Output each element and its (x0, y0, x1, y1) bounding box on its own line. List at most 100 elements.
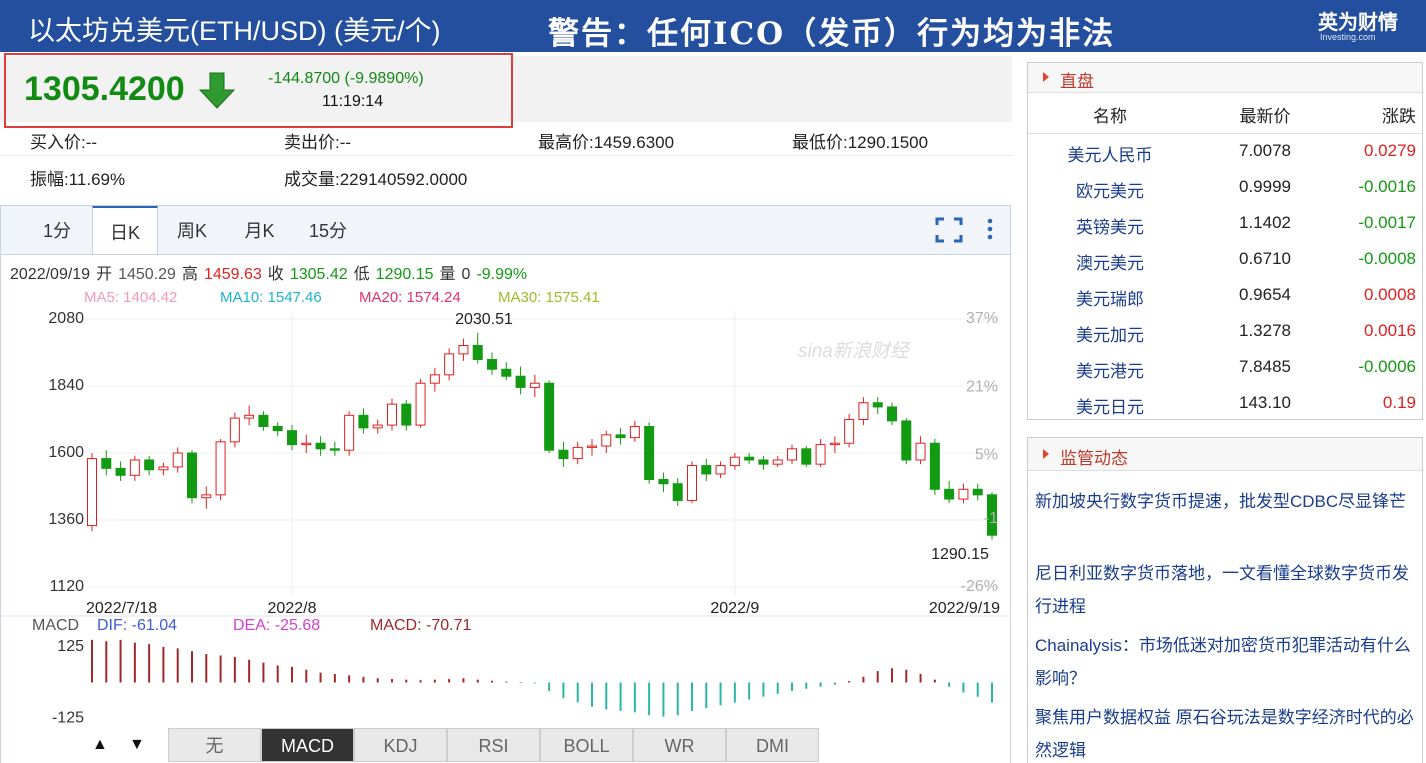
macd-bar (519, 682, 522, 683)
candle-body (372, 424, 383, 429)
tab[interactable]: 1分 (42, 221, 71, 241)
tool-icons[interactable] (934, 216, 1004, 246)
indicator-button[interactable]: BOLL (540, 728, 633, 762)
logo-sub: Investing.com (1320, 32, 1376, 42)
y2-tick-label: 37% (966, 310, 998, 327)
quote-change: -0.0008 (1358, 249, 1416, 268)
candle-body (515, 375, 526, 388)
macd-bar (719, 682, 722, 706)
news-link[interactable]: 新加坡央行数字货币提速，批发型CDBC尽显锋芒 (1035, 492, 1407, 511)
quote-name[interactable]: 美元加元 (1076, 326, 1144, 345)
column-header: 最新价 (1239, 107, 1291, 126)
y-tick-label: 125 (57, 638, 84, 655)
panel-title[interactable]: 直盘 (1060, 72, 1094, 91)
indicator-button[interactable]: RSI (447, 728, 540, 762)
candle-body (329, 448, 340, 451)
candle-body (258, 414, 269, 427)
candle-body (615, 434, 626, 439)
macd-bar (391, 679, 393, 683)
header-bar (0, 0, 1426, 52)
macd-bar (876, 671, 879, 683)
candle-body (829, 442, 840, 446)
tab-bar (1, 206, 1010, 255)
candle-body (872, 402, 883, 408)
news-link[interactable]: 聚焦用户数据权益 原石谷玩法是数字经济时代的必然逻辑 (1035, 708, 1414, 760)
marker (1043, 449, 1049, 459)
macd-bar (576, 682, 579, 703)
candle-body (344, 414, 355, 451)
candle-body (887, 406, 897, 422)
macd-bar (691, 682, 693, 711)
panel-title[interactable]: 监管动态 (1060, 449, 1128, 468)
candle-body (801, 448, 812, 465)
macd-bar (191, 651, 193, 683)
macd-bar (891, 668, 893, 683)
tab[interactable]: 15分 (308, 221, 348, 241)
macd-legend: DEA: -25.68 (233, 617, 320, 634)
macd-bar (905, 669, 908, 683)
macd-legend: MACD: -70.71 (370, 617, 471, 634)
indicator-button[interactable]: 无 (168, 728, 261, 762)
quote-strip (0, 56, 1012, 122)
arrow-button[interactable]: ▼ (129, 736, 145, 753)
x-tick-label: 2022/8 (268, 600, 317, 617)
indicator-button[interactable]: DMI (726, 728, 819, 762)
info-item: -9.99% (476, 266, 527, 283)
quote-name[interactable]: 美元港元 (1076, 362, 1144, 381)
tab[interactable]: 日K (92, 206, 158, 254)
macd-bar (176, 648, 179, 683)
candle-body (958, 488, 969, 500)
macd-bar (362, 676, 365, 683)
logo[interactable]: 英为财情 (1318, 12, 1398, 34)
indicator-button[interactable]: MACD (261, 728, 354, 762)
candle-body (972, 488, 983, 496)
candle-body (387, 403, 397, 426)
macd-bar (762, 682, 765, 697)
y-tick-label: 1600 (48, 444, 84, 461)
candle-body (215, 441, 226, 496)
quote-price: 7.0078 (1239, 141, 1291, 160)
indicator-button[interactable]: WR (633, 728, 726, 762)
candle-body (529, 382, 540, 388)
candle-body (358, 414, 369, 429)
macd-bar (419, 680, 422, 683)
info-line: 2022/09/19 开 1450.29 高 1459.63 收 1305.42 低 1290.… (10, 265, 527, 283)
candle-body (115, 467, 126, 476)
watermark: sina新浪财经 (798, 340, 911, 362)
quote-name[interactable]: 美元人民币 (1067, 146, 1153, 165)
ma-legend: MA30: 1575.41 (498, 289, 600, 306)
macd-bar (819, 682, 822, 687)
macd-bar (219, 655, 222, 683)
ma-legend: MA10: 1547.46 (220, 289, 322, 306)
y-tick-label: -125 (52, 709, 84, 726)
quote-name[interactable]: 澳元美元 (1076, 254, 1144, 273)
macd-bar (591, 682, 593, 707)
macd-bar (976, 682, 979, 697)
candle-body (187, 452, 197, 499)
tab[interactable]: 周K (176, 221, 207, 241)
macd-bar (748, 682, 751, 700)
news-link[interactable]: 尼日利亚数字货币落地，一文看懂全球数字货币发行进程 (1035, 564, 1409, 616)
arrow-button[interactable]: ▲ (92, 736, 108, 753)
macd-bar (262, 662, 265, 683)
quote-name[interactable]: 美元日元 (1076, 398, 1144, 417)
page-title: 以太坊兑美元(ETH/USD) (美元/个) (28, 16, 441, 46)
macd-bar (162, 646, 165, 683)
candle-body (601, 434, 612, 447)
indicator-button[interactable]: KDJ (354, 728, 447, 762)
news-link[interactable]: Chainalysis：市场低迷对加密货币犯罪活动有什么影响？ (1035, 636, 1411, 688)
candle-body (287, 430, 297, 446)
quote-name[interactable]: 美元瑞郎 (1076, 290, 1144, 309)
tab[interactable]: 月K (244, 221, 275, 241)
quote-name[interactable]: 英镑美元 (1076, 218, 1144, 237)
change: -144.8700 (-9.9890%) (268, 70, 424, 87)
ma-legend: MA20: 1574.24 (359, 289, 461, 306)
candle-body (144, 459, 155, 471)
quote-name[interactable]: 欧元美元 (1076, 182, 1144, 201)
candle-body (758, 459, 769, 465)
macd-bar (205, 654, 208, 683)
quote-price: 143.10 (1239, 393, 1291, 412)
macd-legend: DIF: -61.04 (97, 617, 177, 634)
stat: 最低价:1290.1500 (792, 133, 929, 152)
quote-change: -0.0006 (1358, 357, 1416, 376)
